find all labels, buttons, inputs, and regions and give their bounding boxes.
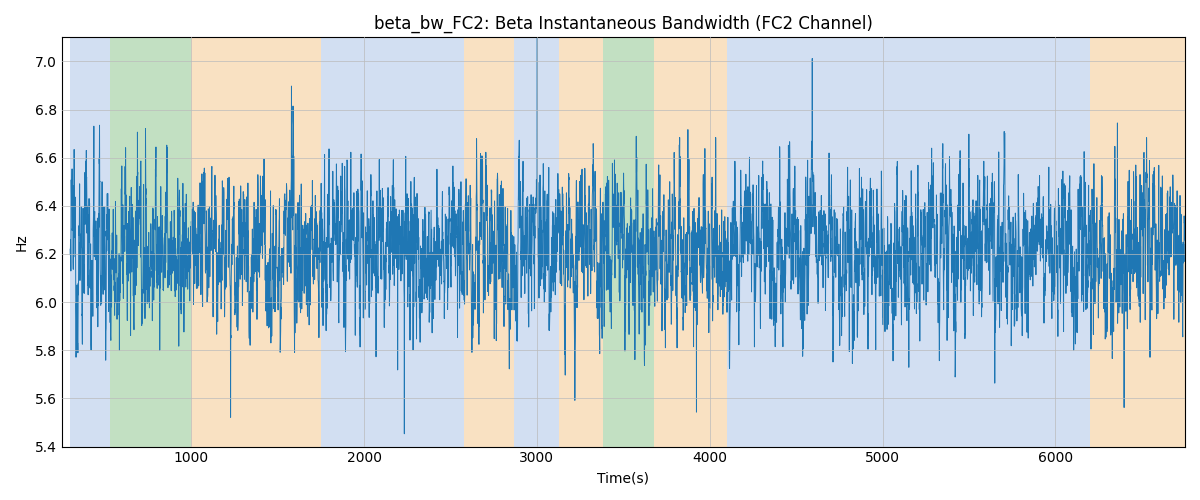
Bar xyxy=(464,38,515,447)
Bar xyxy=(727,38,827,447)
Bar xyxy=(70,38,110,447)
Bar xyxy=(1012,38,1090,447)
Bar xyxy=(654,38,727,447)
Bar xyxy=(559,38,602,447)
Y-axis label: Hz: Hz xyxy=(14,233,29,251)
X-axis label: Time(s): Time(s) xyxy=(598,471,649,485)
Bar xyxy=(602,38,654,447)
Bar xyxy=(191,38,320,447)
Bar xyxy=(110,38,191,447)
Bar xyxy=(320,38,464,447)
Bar xyxy=(1090,38,1184,447)
Title: beta_bw_FC2: Beta Instantaneous Bandwidth (FC2 Channel): beta_bw_FC2: Beta Instantaneous Bandwidt… xyxy=(374,15,872,34)
Bar xyxy=(515,38,559,447)
Bar xyxy=(827,38,1012,447)
